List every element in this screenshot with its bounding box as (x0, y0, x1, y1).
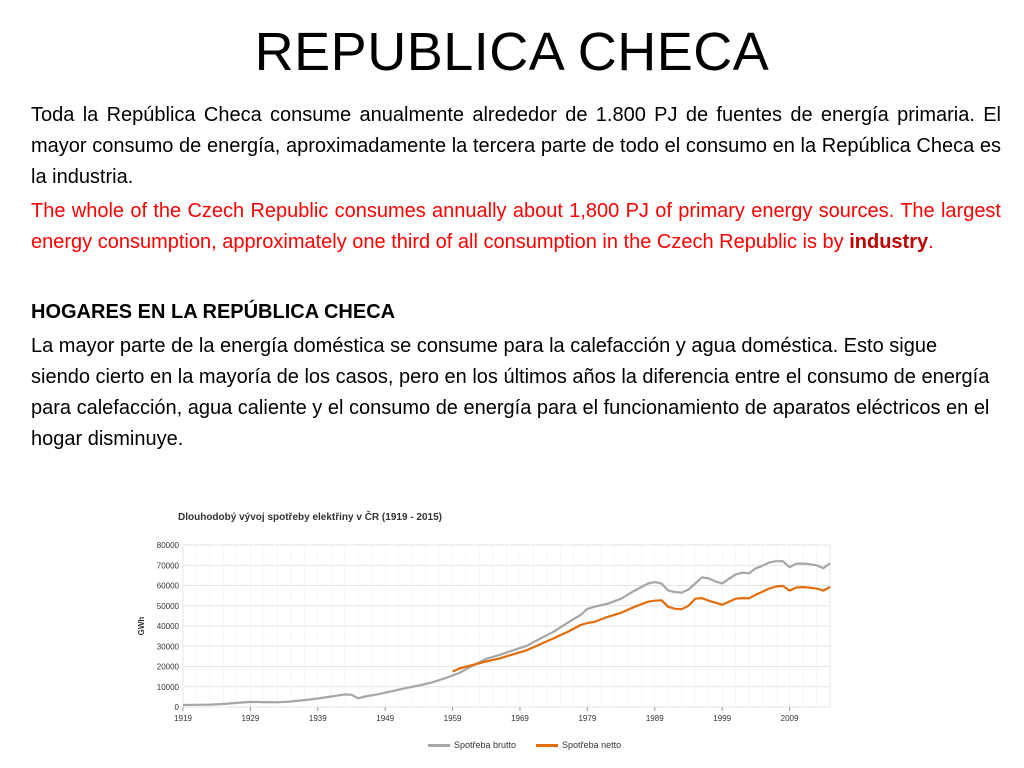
slide-title: REPUBLICA CHECA (254, 22, 770, 82)
x-tick-label: 1969 (511, 714, 529, 723)
chart-legend: Spotřeba brutto Spotřeba netto (428, 740, 621, 750)
y-tick-label: 60000 (157, 582, 180, 591)
legend-label-netto: Spotřeba netto (562, 740, 622, 750)
x-tick-label: 1999 (713, 714, 731, 723)
paragraph-spanish-intro: Toda la República Checa consume anualmen… (31, 104, 1001, 188)
paragraph-households: La mayor parte de la energía doméstica s… (31, 335, 990, 450)
legend-swatch-netto (536, 743, 559, 747)
chart-title: Dlouhodobý vývoj spotřeby elektřiny v ČR… (178, 512, 442, 523)
legend-item-brutto: Spotřeba brutto (428, 740, 516, 750)
y-tick-label: 0 (175, 703, 180, 712)
y-tick-label: 80000 (157, 541, 180, 550)
x-tick-label: 1939 (309, 714, 327, 723)
x-tick-label: 1949 (376, 714, 394, 723)
y-tick-label: 30000 (157, 642, 180, 651)
y-tick-label: 70000 (157, 561, 180, 570)
legend-item-netto: Spotřeba netto (536, 740, 621, 750)
x-tick-label: 1919 (174, 714, 192, 723)
legend-swatch-brutto (428, 743, 450, 747)
paragraph-english-translation: The whole of the Czech Republic consumes… (31, 196, 1001, 258)
series-line-brutto (182, 560, 831, 707)
industry-emphasis: industry (849, 231, 929, 253)
y-tick-label: 20000 (157, 663, 180, 672)
x-tick-label: 2009 (781, 714, 799, 723)
x-tick-label: 1959 (444, 714, 462, 723)
y-tick-label: 40000 (157, 622, 180, 631)
chart-svg: 0 10000 20000 30000 40000 50000 60000 70000 8000… (137, 541, 831, 723)
electricity-consumption-chart: 0 10000 20000 30000 40000 50000 60000 70000 8000… (130, 505, 842, 763)
legend-label-brutto: Spotřeba brutto (454, 740, 517, 750)
paragraph-english-text: The whole of the Czech Republic consumes… (31, 200, 1001, 253)
x-tick-label: 1929 (241, 714, 259, 723)
section-heading: HOGARES EN LA REPÚBLICA CHECA (31, 301, 396, 323)
y-axis-label: GWh (137, 617, 146, 636)
x-tick-label: 1989 (646, 714, 664, 723)
y-tick-label: 10000 (157, 683, 180, 692)
series-line-netto (452, 584, 831, 673)
paragraph-english-end: . (928, 231, 934, 253)
y-tick-label: 50000 (157, 602, 180, 611)
x-tick-label: 1979 (578, 714, 596, 723)
